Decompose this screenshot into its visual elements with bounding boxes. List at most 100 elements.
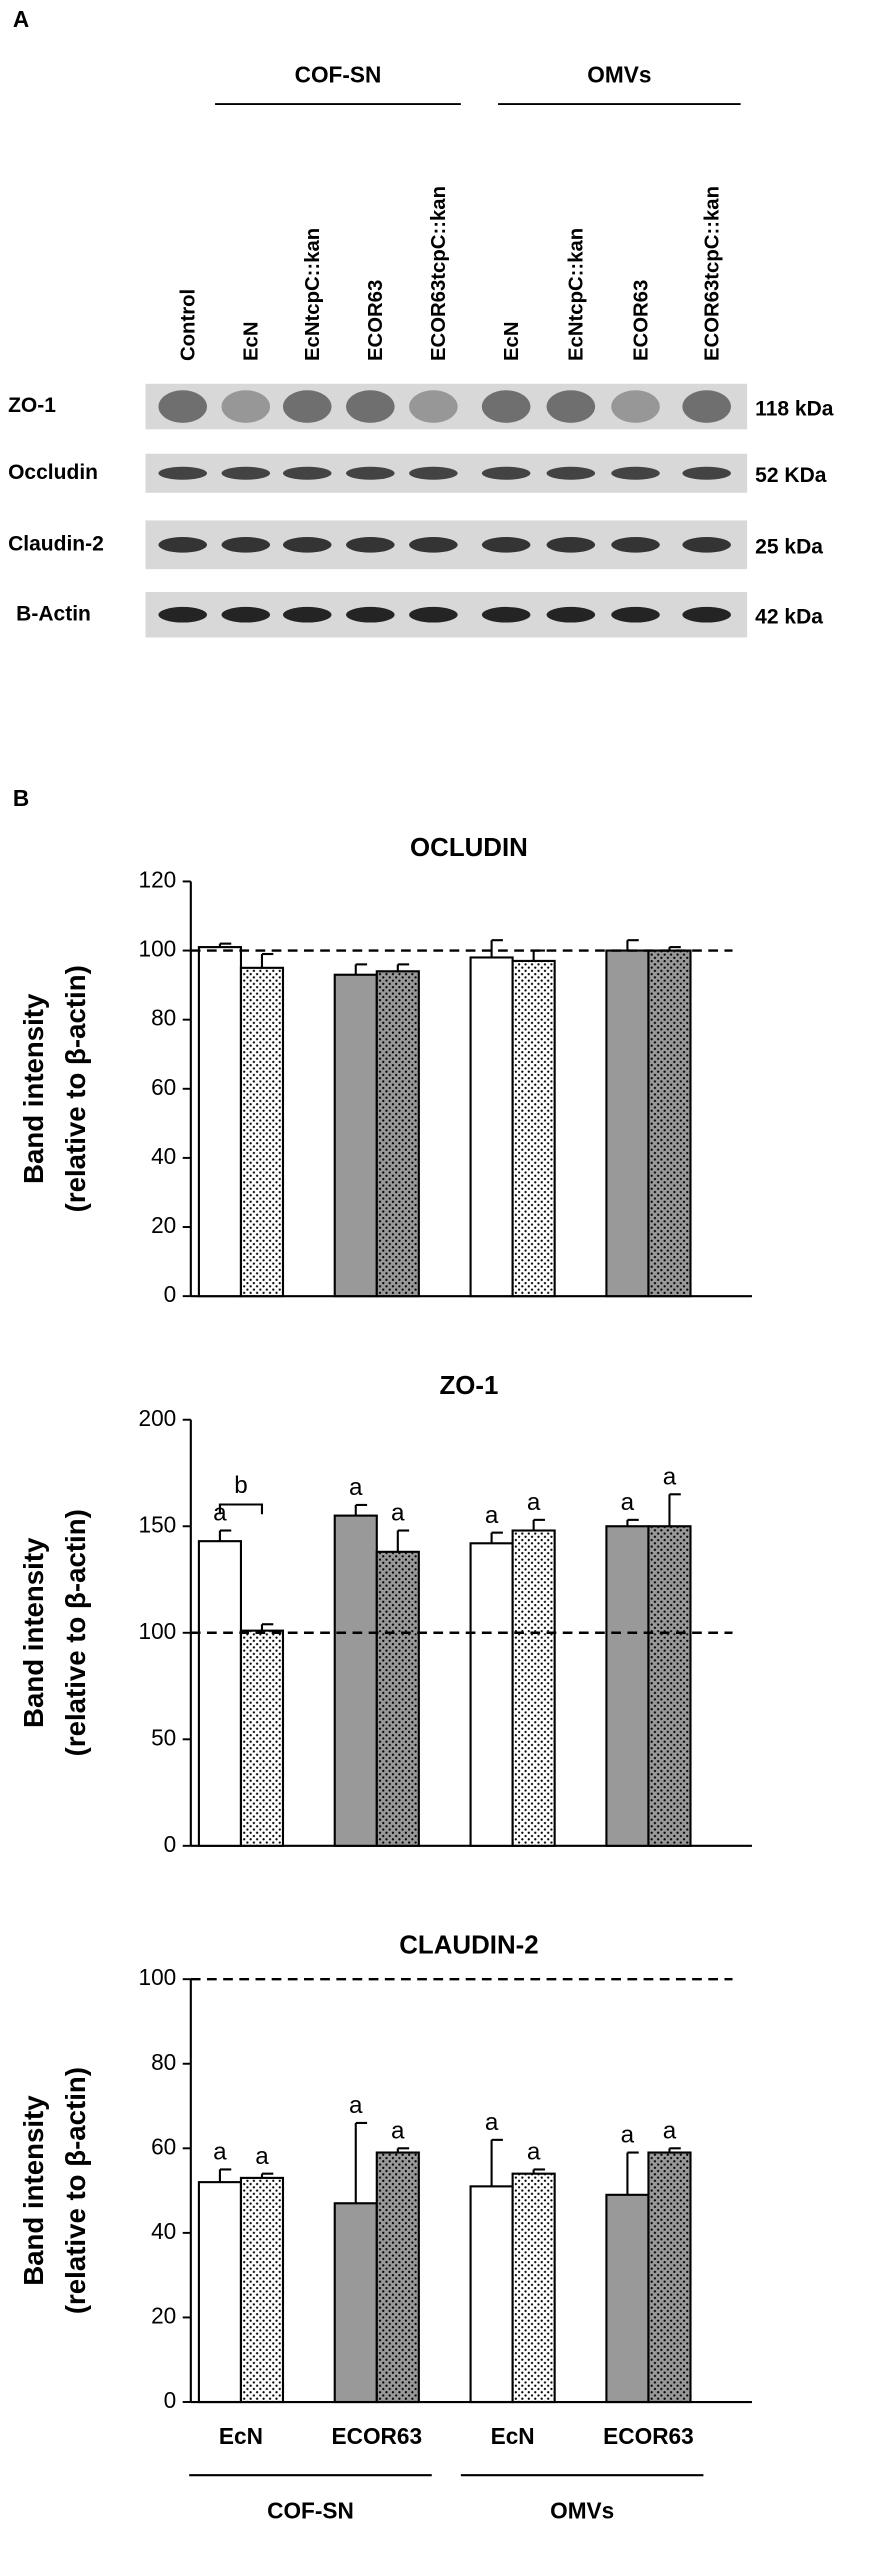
row-label: ZO-1 (8, 394, 56, 417)
row-label: B-Actin (16, 602, 91, 625)
blot-band (221, 466, 271, 480)
y-tick-label: 100 (139, 1618, 177, 1644)
blot-band (158, 536, 207, 553)
row-label: Claudin-2 (8, 532, 104, 555)
bar (469, 1542, 514, 1847)
bar (239, 1629, 285, 1847)
bar (647, 2151, 692, 2404)
y-axis-label: Band intensity (18, 993, 49, 1184)
bracket-label: b (234, 1472, 247, 1499)
annotation: a (527, 1489, 541, 1516)
y-tick-label: 20 (151, 1212, 176, 1238)
row-label: Occludin (8, 461, 98, 484)
bar (605, 1525, 650, 1847)
blot-band (546, 606, 596, 623)
blot-band (481, 390, 531, 423)
blot-band (158, 606, 207, 623)
bar (605, 2193, 650, 2404)
chart-title: CLAUDIN-2 (399, 1931, 538, 1959)
blot-band (481, 536, 531, 553)
lane-label: Control (178, 289, 200, 361)
group-label: COF-SN (295, 61, 382, 87)
bar (647, 1525, 692, 1847)
y-tick-label: 200 (139, 1405, 177, 1431)
y-tick-label: 60 (151, 2133, 176, 2159)
lane-label: EcN (241, 321, 263, 361)
annotation: a (255, 2143, 269, 2170)
bar (511, 959, 556, 1298)
blot-band (221, 390, 271, 423)
x-tick-label: EcN (491, 2423, 535, 2449)
bar (239, 966, 285, 1298)
bar (511, 1529, 556, 1847)
bar (239, 2176, 285, 2404)
chart-title: ZO-1 (439, 1372, 498, 1400)
bar (647, 949, 692, 1298)
y-tick-label: 40 (151, 1143, 176, 1169)
bar (333, 973, 378, 1298)
blot-band (481, 606, 531, 623)
blot-band (158, 466, 207, 480)
blot-band (682, 466, 731, 480)
blot-band (611, 606, 660, 623)
chart-title: OCLUDIN (410, 834, 528, 862)
y-tick-label: 80 (151, 2049, 176, 2075)
blot-band (409, 606, 458, 623)
lane-label: EcNtcpC::kan (302, 228, 324, 361)
blot-band (158, 390, 207, 423)
blot-band (546, 390, 596, 423)
annotation: a (621, 2122, 635, 2149)
blot-band (546, 536, 596, 553)
bar (469, 2185, 514, 2404)
bar (469, 956, 514, 1298)
lane-label: ECOR63tcpC::kan (702, 186, 724, 361)
bar (197, 1540, 242, 1847)
annotation: a (213, 2139, 227, 2166)
blot-band (346, 466, 395, 480)
size-label: 42 kDa (755, 606, 823, 629)
annotation: a (621, 1489, 635, 1516)
bar (333, 2202, 378, 2404)
blot-band (682, 390, 731, 423)
x-tick-label: EcN (219, 2423, 263, 2449)
blot-band (481, 466, 531, 480)
blot-band (409, 466, 458, 480)
blot-band (282, 606, 332, 623)
size-label: 52 KDa (755, 464, 827, 487)
blot-band (409, 536, 458, 553)
y-tick-label: 20 (151, 2302, 176, 2328)
annotation: a (349, 1474, 363, 1501)
bar (333, 1514, 378, 1847)
annotation: a (391, 1500, 405, 1527)
blot-band (682, 536, 731, 553)
annotation: a (527, 2139, 541, 2166)
y-tick-label: 0 (164, 1831, 177, 1857)
blot-band (546, 466, 596, 480)
y-tick-label: 0 (164, 1281, 177, 1307)
lane-label: ECOR63tcpC::kan (428, 186, 450, 361)
y-tick-label: 80 (151, 1005, 176, 1031)
blot-band (611, 466, 660, 480)
size-label: 118 kDa (755, 397, 834, 420)
y-tick-label: 40 (151, 2218, 176, 2244)
bar (375, 970, 420, 1298)
blot-band (611, 390, 660, 423)
bar (511, 2172, 556, 2404)
y-axis-label: Band intensity (18, 2095, 49, 2286)
x-tick-label: ECOR63 (603, 2423, 694, 2449)
blot-band (346, 536, 395, 553)
blot-band (282, 536, 332, 553)
bar (605, 949, 650, 1298)
group-label: OMVs (550, 2498, 614, 2524)
y-tick-label: 120 (139, 866, 177, 892)
blot-band (409, 390, 458, 423)
blot-band (282, 390, 332, 423)
size-label: 25 kDa (755, 536, 823, 559)
y-tick-label: 60 (151, 1074, 176, 1100)
bracket (218, 1503, 264, 1515)
y-axis-label: (relative to β-actin) (60, 965, 91, 1212)
lane-label: EcNtcpC::kan (566, 228, 588, 361)
lane-label: ECOR63 (630, 280, 652, 361)
y-tick-label: 100 (139, 936, 177, 962)
